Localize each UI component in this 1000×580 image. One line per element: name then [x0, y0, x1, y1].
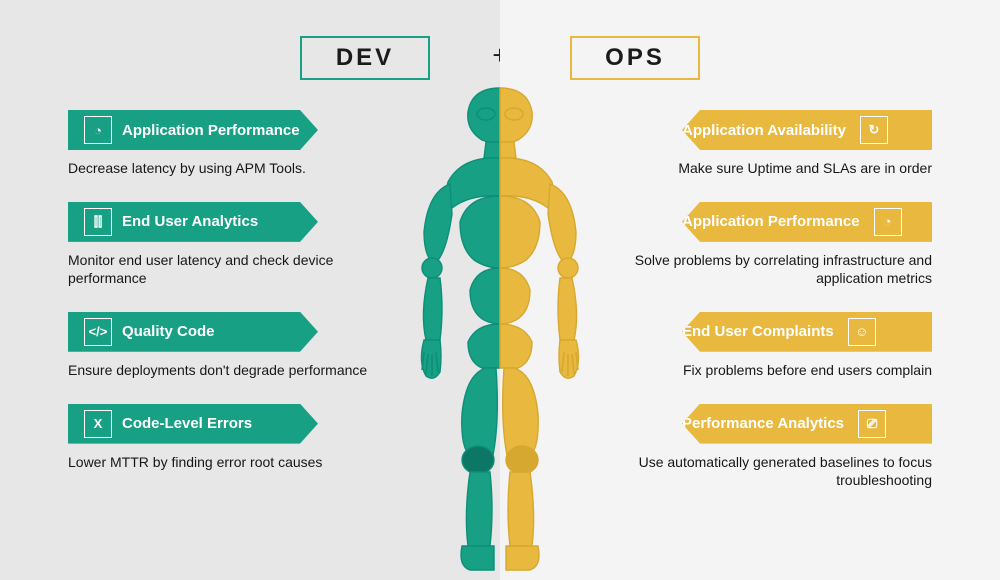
dev-items-column: ◔ Application Performance Decrease latency… [68, 110, 408, 488]
ops-title-3: Performance Analytics [682, 415, 844, 432]
ops-title-1: Application Performance [682, 213, 860, 230]
dev-title-3: Code-Level Errors [122, 415, 252, 432]
dev-header-badge: DEV [300, 36, 430, 80]
gauge-icon: ◔ [874, 208, 902, 236]
ops-header-badge: OPS [570, 36, 700, 80]
dev-item-2: </> Quality Code Ensure deployments don't … [68, 312, 408, 380]
ops-side: OPS ↻ Application Availability Make sure U… [500, 0, 1000, 580]
ops-item-2: ☺ End User Complaints Fix problems before … [592, 312, 932, 380]
refresh-icon: ↻ [860, 116, 888, 144]
ops-desc-0: Make sure Uptime and SLAs are in order [592, 160, 932, 178]
dev-desc-3: Lower MTTR by finding error root causes [68, 454, 408, 472]
code-icon: </> [84, 318, 112, 346]
ops-ribbon-3: ⎚ Performance Analytics [682, 404, 932, 444]
ops-desc-2: Fix problems before end users complain [592, 362, 932, 380]
error-icon: X [84, 410, 112, 438]
ops-ribbon-0: ↻ Application Availability [682, 110, 932, 150]
dev-title-0: Application Performance [122, 122, 300, 139]
dev-ribbon-2: </> Quality Code [68, 312, 318, 352]
dev-item-1: ⫿⫿ End User Analytics Monitor end user lat… [68, 202, 408, 288]
ops-title-0: Application Availability [682, 122, 846, 139]
dev-item-3: X Code-Level Errors Lower MTTR by finding … [68, 404, 408, 472]
dev-side: DEV ◔ Application Performance Decrease lat… [0, 0, 500, 580]
dev-desc-2: Ensure deployments don't degrade perform… [68, 362, 408, 380]
dev-desc-1: Monitor end user latency and check devic… [68, 252, 408, 288]
dev-ribbon-3: X Code-Level Errors [68, 404, 318, 444]
gauge-icon: ◔ [84, 116, 112, 144]
dev-ribbon-0: ◔ Application Performance [68, 110, 318, 150]
ops-desc-1: Solve problems by correlating infrastruc… [592, 252, 932, 288]
dev-item-0: ◔ Application Performance Decrease latency… [68, 110, 408, 178]
ops-item-1: ◔ Application Performance Solve problems b… [592, 202, 932, 288]
dev-title-1: End User Analytics [122, 213, 258, 230]
ops-items-column: ↻ Application Availability Make sure Uptim… [592, 110, 932, 505]
ops-item-3: ⎚ Performance Analytics Use automatically … [592, 404, 932, 490]
ops-ribbon-2: ☺ End User Complaints [682, 312, 932, 352]
dev-ribbon-1: ⫿⫿ End User Analytics [68, 202, 318, 242]
user-icon: ☺ [848, 318, 876, 346]
ops-ribbon-1: ◔ Application Performance [682, 202, 932, 242]
ops-item-0: ↻ Application Availability Make sure Uptim… [592, 110, 932, 178]
sliders-icon: ⎚ [858, 410, 886, 438]
ops-desc-3: Use automatically generated baselines to… [592, 454, 932, 490]
ops-title-2: End User Complaints [682, 323, 834, 340]
chart-icon: ⫿⫿ [84, 208, 112, 236]
dev-desc-0: Decrease latency by using APM Tools. [68, 160, 408, 178]
dev-title-2: Quality Code [122, 323, 215, 340]
